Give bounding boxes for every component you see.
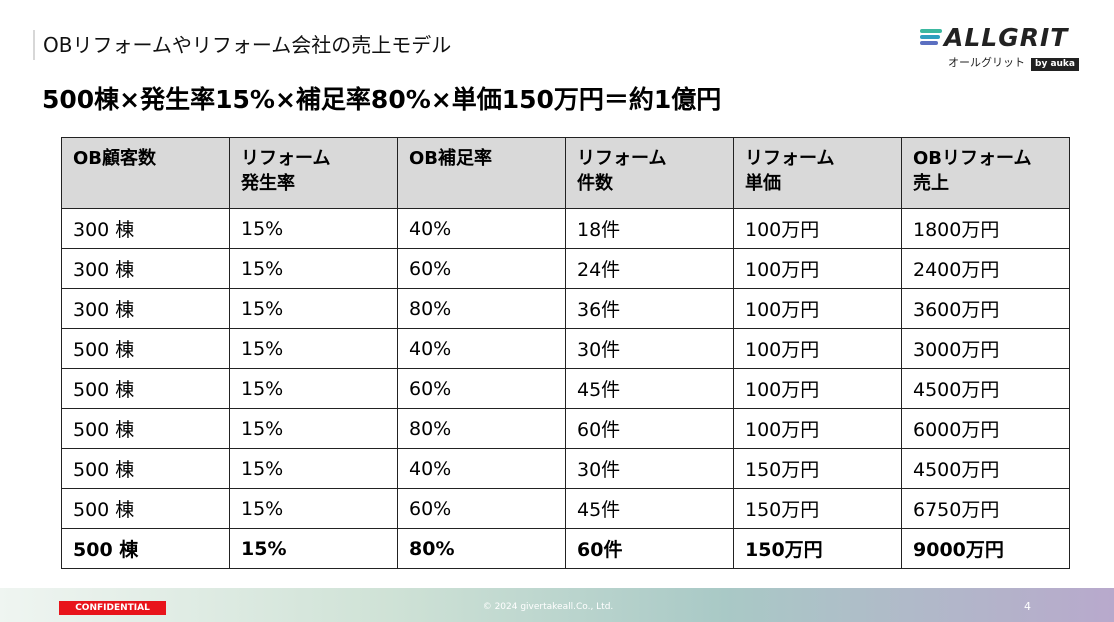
cell-customers: 500 棟	[61, 328, 230, 369]
cell-rate: 15%	[229, 288, 398, 329]
copyright-text: © 2024 givertakeall.Co., Ltd.	[482, 602, 614, 612]
cell-price: 150万円	[733, 448, 902, 489]
cell-capture: 80%	[397, 408, 566, 449]
cell-rate: 15%	[229, 248, 398, 289]
cell-count: 45件	[565, 488, 734, 529]
cell-sales: 4500万円	[901, 368, 1070, 409]
header-ob-capture-rate: OB補足率	[397, 137, 566, 209]
revenue-table: OB顧客数 リフォーム 発生率 OB補足率 リフォーム 件数 リフォーム 単価 OBリ…	[61, 137, 1070, 569]
table-row: 500 棟 15% 60% 45件 100万円 4500万円	[61, 368, 1070, 409]
header-unit-price: リフォーム 単価	[733, 137, 902, 209]
cell-price: 150万円	[733, 528, 902, 569]
cell-rate: 15%	[229, 488, 398, 529]
cell-capture: 60%	[397, 368, 566, 409]
header-reform-rate: リフォーム 発生率	[229, 137, 398, 209]
cell-rate: 15%	[229, 368, 398, 409]
cell-capture: 40%	[397, 208, 566, 249]
cell-rate: 15%	[229, 448, 398, 489]
cell-count: 45件	[565, 368, 734, 409]
logo-badge: by auka	[1031, 58, 1079, 71]
cell-capture: 80%	[397, 288, 566, 329]
logo-subtitle: オールグリット by auka	[948, 54, 1079, 71]
cell-price: 100万円	[733, 248, 902, 289]
cell-count: 36件	[565, 288, 734, 329]
cell-sales: 1800万円	[901, 208, 1070, 249]
cell-count: 30件	[565, 328, 734, 369]
table-row: 300 棟 15% 80% 36件 100万円 3600万円	[61, 288, 1070, 329]
cell-price: 100万円	[733, 408, 902, 449]
cell-price: 100万円	[733, 368, 902, 409]
cell-rate: 15%	[229, 328, 398, 369]
cell-price: 150万円	[733, 488, 902, 529]
cell-rate: 15%	[229, 208, 398, 249]
cell-sales: 6750万円	[901, 488, 1070, 529]
cell-customers: 500 棟	[61, 408, 230, 449]
cell-capture: 40%	[397, 328, 566, 369]
cell-sales: 3600万円	[901, 288, 1070, 329]
cell-sales: 3000万円	[901, 328, 1070, 369]
cell-count: 60件	[565, 408, 734, 449]
logo-wordmark: ALLGRIT	[944, 23, 1069, 52]
cell-count: 30件	[565, 448, 734, 489]
cell-capture: 80%	[397, 528, 566, 569]
cell-customers: 500 棟	[61, 528, 230, 569]
cell-customers: 300 棟	[61, 288, 230, 329]
cell-price: 100万円	[733, 328, 902, 369]
cell-rate: 15%	[229, 408, 398, 449]
cell-sales: 9000万円	[901, 528, 1070, 569]
cell-rate: 15%	[229, 528, 398, 569]
header-ob-customers: OB顧客数	[61, 137, 230, 209]
table-row: 300 棟 15% 60% 24件 100万円 2400万円	[61, 248, 1070, 289]
cell-count: 18件	[565, 208, 734, 249]
header-reform-count: リフォーム 件数	[565, 137, 734, 209]
cell-sales: 4500万円	[901, 448, 1070, 489]
cell-sales: 2400万円	[901, 248, 1070, 289]
allgrit-logo: ALLGRIT オールグリット by auka	[920, 23, 1092, 71]
table-row: 500 棟 15% 60% 45件 150万円 6750万円	[61, 488, 1070, 529]
slide-title: OBリフォームやリフォーム会社の売上モデル	[33, 30, 451, 60]
cell-count: 60件	[565, 528, 734, 569]
cell-customers: 300 棟	[61, 208, 230, 249]
table-header-row: OB顧客数 リフォーム 発生率 OB補足率 リフォーム 件数 リフォーム 単価 OBリ…	[61, 137, 1070, 209]
cell-capture: 40%	[397, 448, 566, 489]
cell-price: 100万円	[733, 288, 902, 329]
cell-capture: 60%	[397, 488, 566, 529]
table-row: 500 棟 15% 80% 60件 100万円 6000万円	[61, 408, 1070, 449]
header-ob-reform-sales: OBリフォーム 売上	[901, 137, 1070, 209]
cell-sales: 6000万円	[901, 408, 1070, 449]
cell-capture: 60%	[397, 248, 566, 289]
table-row: 500 棟 15% 40% 30件 150万円 4500万円	[61, 448, 1070, 489]
revenue-formula: 500棟×発生率15%×補足率80%×単価150万円＝約1億円	[42, 85, 722, 114]
cell-count: 24件	[565, 248, 734, 289]
cell-customers: 500 棟	[61, 488, 230, 529]
logo-stripes-icon	[920, 29, 942, 49]
confidential-badge: CONFIDENTIAL	[59, 601, 166, 615]
table-row-highlight: 500 棟 15% 80% 60件 150万円 9000万円	[61, 528, 1070, 569]
cell-customers: 300 棟	[61, 248, 230, 289]
table-row: 300 棟 15% 40% 18件 100万円 1800万円	[61, 208, 1070, 249]
page-number: 4	[1024, 600, 1031, 613]
cell-customers: 500 棟	[61, 368, 230, 409]
cell-customers: 500 棟	[61, 448, 230, 489]
slide-footer: CONFIDENTIAL © 2024 givertakeall.Co., Lt…	[0, 588, 1114, 622]
cell-price: 100万円	[733, 208, 902, 249]
table-row: 500 棟 15% 40% 30件 100万円 3000万円	[61, 328, 1070, 369]
